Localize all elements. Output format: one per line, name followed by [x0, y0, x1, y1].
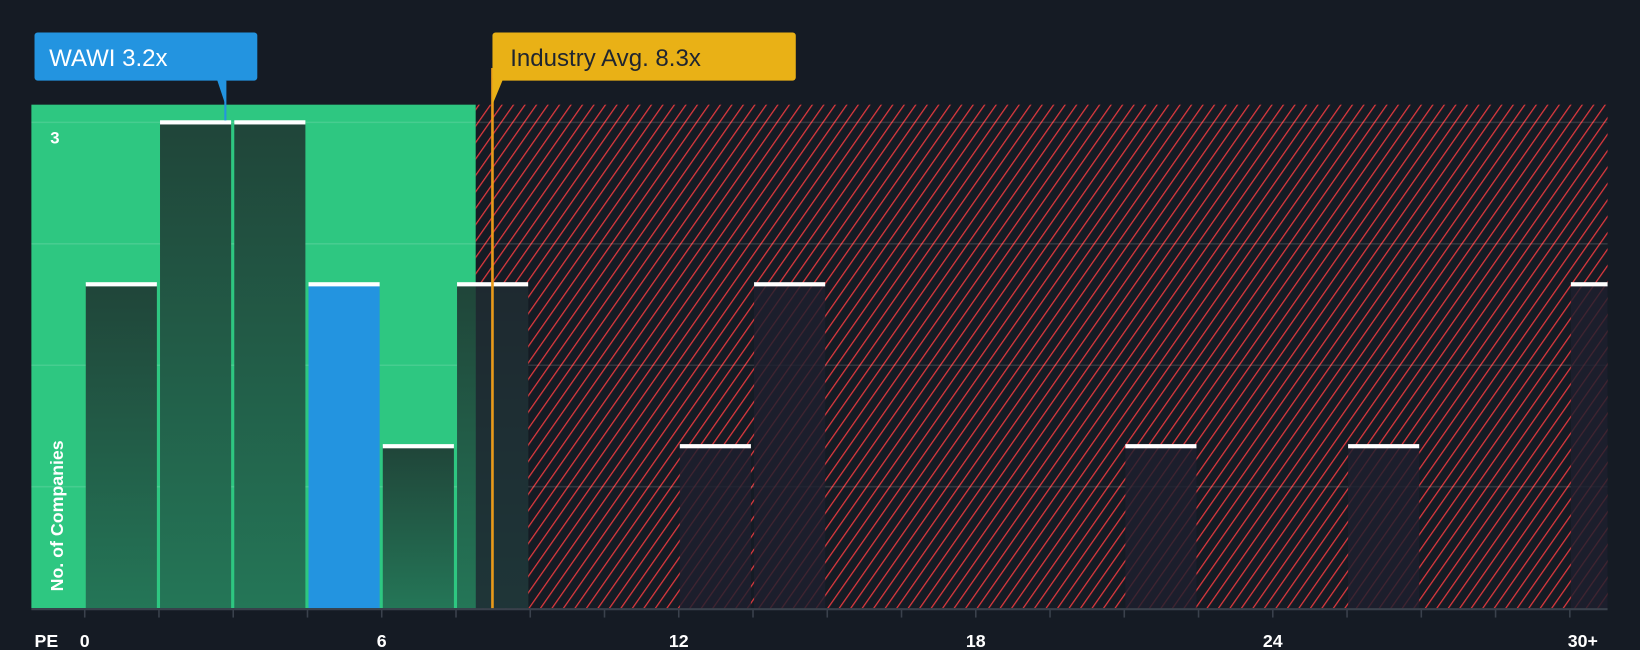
- industry-callout: [492, 32, 796, 81]
- histogram-bar: [85, 284, 157, 609]
- histogram-bar: [1348, 446, 1420, 609]
- histogram-bar-top: [382, 444, 454, 449]
- histogram-bar-top: [754, 282, 826, 287]
- overvalued-zone: [475, 104, 1608, 609]
- histogram-bar-top: [679, 444, 751, 449]
- histogram-bar: [382, 446, 454, 609]
- company-callout-pointer: [216, 79, 226, 105]
- histogram-bar-top: [1570, 282, 1608, 287]
- histogram-bar-top: [1125, 444, 1197, 449]
- x-tick-label: 12: [669, 631, 689, 650]
- histogram-bar: [1570, 284, 1608, 609]
- histogram-bar-top: [308, 282, 380, 287]
- histogram-bar: [308, 284, 380, 609]
- x-tick-label: 30+: [1568, 631, 1598, 650]
- company-callout: [34, 32, 258, 81]
- histogram-bar-overlap: [475, 284, 529, 609]
- y-tick-label: 3: [50, 128, 59, 147]
- x-tick-label: 18: [966, 631, 986, 650]
- x-tick-label: 6: [377, 631, 387, 650]
- histogram-bar: [160, 122, 232, 609]
- x-tick-label: 24: [1263, 631, 1283, 650]
- histogram-bar: [234, 122, 306, 609]
- x-tick-label: 0: [80, 631, 90, 650]
- histogram-bar-top: [234, 120, 306, 125]
- company-callout-label: WAWI 3.2x: [49, 45, 167, 72]
- y-axis-label: No. of Companies: [47, 440, 67, 591]
- histogram-bar-top: [160, 120, 232, 125]
- histogram-bar: [1125, 446, 1197, 609]
- x-axis-label: PE: [35, 631, 59, 650]
- histogram-bar-top: [1348, 444, 1420, 449]
- histogram-bar-top: [85, 282, 157, 287]
- industry-callout-label: Industry Avg. 8.3x: [510, 45, 701, 72]
- industry-callout-pointer: [492, 79, 503, 105]
- histogram-bar: [754, 284, 826, 609]
- histogram-bar: [679, 446, 751, 609]
